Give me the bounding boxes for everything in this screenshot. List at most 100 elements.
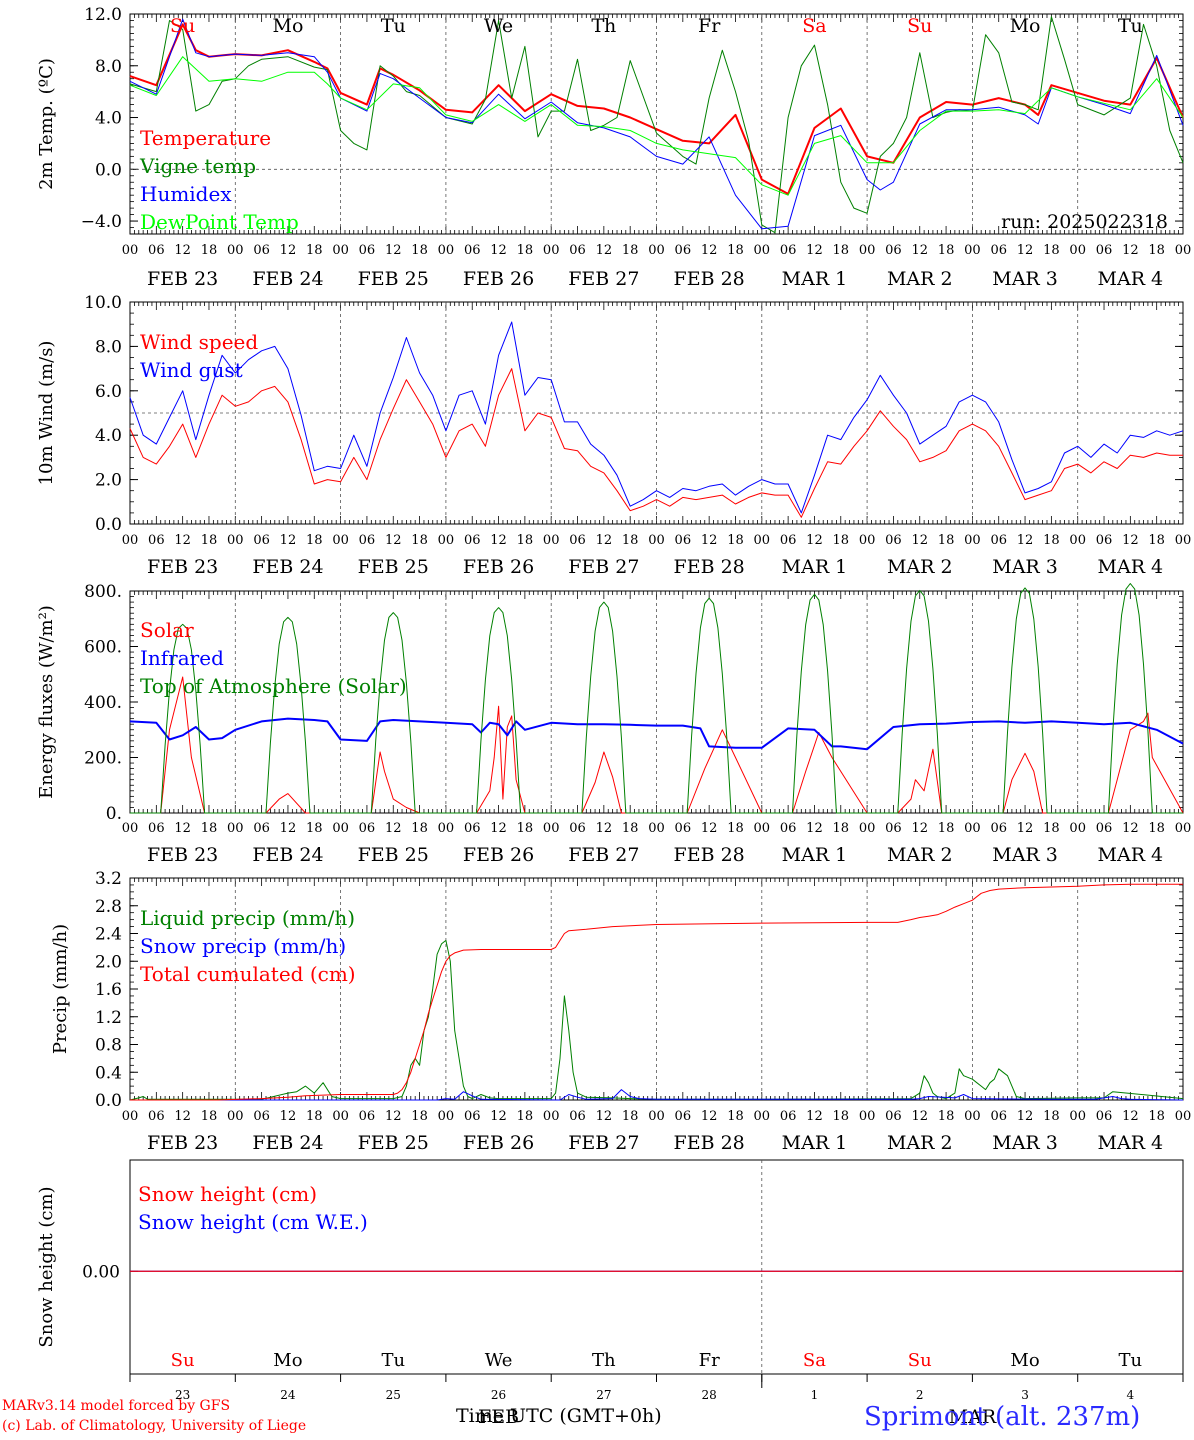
y-tick-label: 8.0 [95,337,122,357]
legend-entry: Liquid precip (mm/h) [140,906,355,930]
series-infrared-line [129,717,1184,751]
hour-tick-label: 12 [911,1109,928,1124]
hour-tick-label: 06 [780,533,797,548]
hour-tick-label: 12 [174,243,191,258]
hour-tick-label: 00 [122,533,139,548]
hour-tick-label: 12 [1122,1109,1139,1124]
date-label: MAR 1 [782,556,848,578]
hour-tick-label: 06 [253,243,270,258]
date-label: MAR 2 [887,556,953,578]
hour-tick-label: 12 [280,1109,297,1124]
y-axis-label: 10m Wind (m/s) [36,341,57,486]
hour-tick-label: 00 [1175,1109,1192,1124]
date-label: FEB 26 [463,556,534,578]
hour-tick-label: 00 [122,243,139,258]
bottom-day-number: 24 [280,1388,296,1402]
hour-tick-label: 00 [1175,243,1192,258]
y-tick-label: 6.0 [95,382,122,402]
hour-tick-label: 00 [859,821,876,836]
hour-tick-label: 00 [332,1109,349,1124]
hour-tick-label: 18 [201,533,218,548]
hour-tick-label: 00 [543,1109,560,1124]
series-snow-precip-mm-h-line [130,1089,1184,1101]
date-label: MAR 3 [992,268,1058,290]
hour-tick-label: 06 [464,1109,481,1124]
date-label: FEB 24 [252,556,323,578]
hour-tick-label: 12 [174,821,191,836]
hour-tick-label: 12 [1017,243,1034,258]
hour-tick-label: 00 [227,533,244,548]
hour-tick-label: 06 [675,533,692,548]
hour-tick-label: 06 [675,821,692,836]
bottom-day-label: Tu [1119,1350,1143,1371]
hour-tick-label: 12 [701,533,718,548]
hour-tick-label: 00 [964,243,981,258]
date-label: MAR 1 [782,1132,848,1154]
hour-tick-label: 18 [1148,533,1165,548]
date-label: FEB 24 [252,1132,323,1154]
bottom-day-label: Mo [273,1350,302,1371]
hour-tick-label: 18 [306,243,323,258]
y-tick-label: 400. [84,693,122,713]
date-label: FEB 28 [674,556,745,578]
hour-tick-label: 18 [833,821,850,836]
hour-tick-label: 00 [859,1109,876,1124]
hour-tick-label: 00 [1069,821,1086,836]
hour-tick-label: 06 [1096,821,1113,836]
date-label: FEB 26 [463,1132,534,1154]
date-label: MAR 4 [1098,556,1164,578]
hour-tick-label: 00 [227,821,244,836]
date-label: FEB 28 [674,1132,745,1154]
hour-tick-label: 18 [517,821,534,836]
hour-tick-label: 06 [780,1109,797,1124]
hour-tick-label: 00 [122,1109,139,1124]
bottom-day-number: 1 [811,1388,819,1402]
hour-tick-label: 00 [438,533,455,548]
hour-tick-label: 06 [990,533,1007,548]
hour-tick-label: 00 [754,243,771,258]
hour-tick-label: 18 [411,243,428,258]
hour-tick-label: 18 [1043,821,1060,836]
date-label: MAR 2 [887,844,953,866]
bottom-day-number: 27 [596,1388,611,1402]
bottom-day-label: Su [908,1350,932,1371]
hour-tick-label: 00 [648,821,665,836]
hour-tick-label: 00 [754,533,771,548]
hour-tick-label: 00 [332,533,349,548]
legend-entry: Solar [140,618,194,642]
hour-tick-label: 12 [1122,533,1139,548]
series-liquid-precip-mm-h-line [129,939,1184,1101]
hour-tick-label: 00 [648,533,665,548]
hour-tick-label: 18 [938,243,955,258]
hour-tick-label: 18 [1043,243,1060,258]
hour-tick-label: 00 [754,821,771,836]
hour-tick-label: 06 [464,533,481,548]
hour-tick-label: 06 [148,1109,165,1124]
hour-tick-label: 00 [1175,533,1192,548]
hour-tick-label: 18 [938,821,955,836]
y-tick-label: −4.0 [81,212,122,232]
hour-tick-label: 06 [253,1109,270,1124]
hour-tick-label: 18 [201,243,218,258]
hour-tick-label: 06 [148,821,165,836]
legend-entry: Wind gust [140,358,243,382]
date-label: FEB 25 [358,268,429,290]
hour-tick-label: 00 [122,821,139,836]
hour-tick-label: 12 [596,821,613,836]
legend-entry: Wind speed [140,330,258,354]
hour-tick-label: 06 [885,243,902,258]
hour-tick-label: 12 [596,1109,613,1124]
hour-tick-label: 18 [306,821,323,836]
hour-tick-label: 12 [596,533,613,548]
hour-tick-label: 06 [359,821,376,836]
date-label: MAR 4 [1098,844,1164,866]
date-label: MAR 3 [992,556,1058,578]
hour-tick-label: 06 [885,821,902,836]
y-tick-label: 10.0 [84,293,122,313]
legend-entry: Vigne temp [139,154,256,178]
hour-tick-label: 06 [1096,243,1113,258]
top-day-label: Fr [698,15,721,37]
bottom-day-number: 2 [916,1388,924,1402]
series-wind-gust-line [129,321,1184,514]
